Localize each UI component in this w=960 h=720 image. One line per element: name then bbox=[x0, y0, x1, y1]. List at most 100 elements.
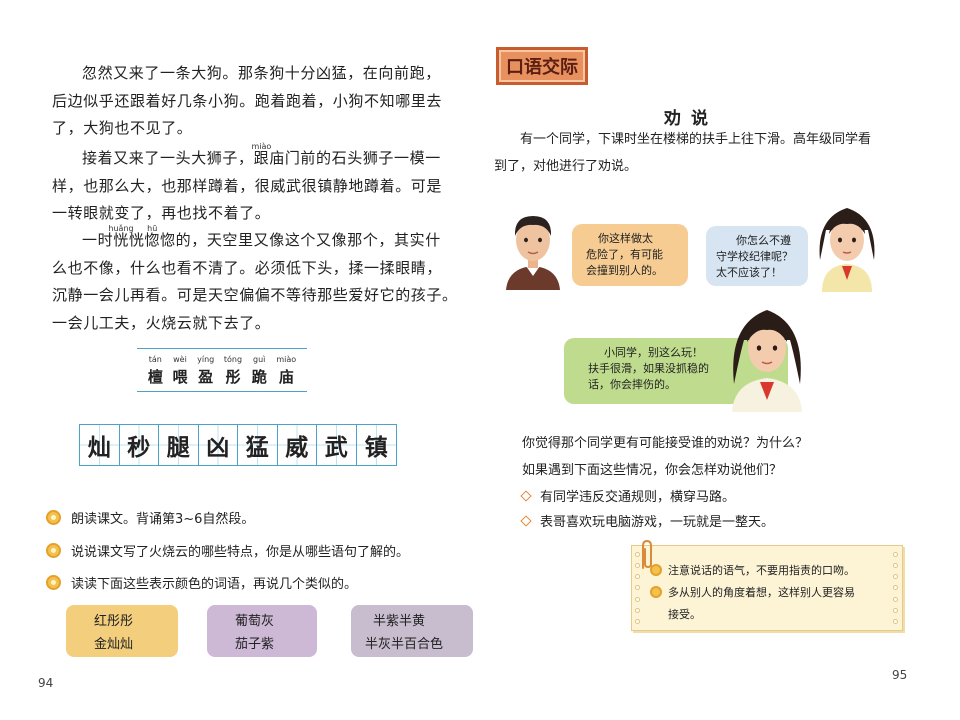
vocab-item: tán 檀 bbox=[148, 355, 163, 387]
bullet-icon bbox=[650, 564, 662, 576]
vocab-item: yíng 盈 bbox=[197, 355, 214, 387]
writing-char: 武 bbox=[317, 425, 357, 465]
task-text: 读读下面这些表示颜色的词语，再说几个类似的。 bbox=[71, 577, 358, 592]
bubble-line: 你怎么不遵 bbox=[736, 234, 791, 247]
vocab-pinyin: guì bbox=[253, 355, 266, 364]
diamond-icon bbox=[520, 489, 532, 502]
vocab-char: 庙 bbox=[278, 368, 294, 386]
option-text: 有同学违反交通规则，横穿马路。 bbox=[540, 490, 736, 505]
tip-item: 注意说话的语气，不要用指责的口吻。 bbox=[650, 562, 855, 578]
paperclip-icon bbox=[642, 539, 652, 569]
lesson-title: 劝说 bbox=[664, 109, 718, 129]
tip-note: 注意说话的语气，不要用指责的口吻。 多从别人的角度着想，这样别人更容易 接受。 bbox=[631, 545, 903, 631]
color-word: 半灰半百合色 bbox=[365, 637, 444, 652]
vocab-char: 檀 bbox=[147, 368, 163, 386]
vocab-char: 盈 bbox=[198, 368, 214, 386]
text-fragment: 一时 bbox=[82, 231, 114, 249]
color-word: 金灿灿 bbox=[94, 637, 134, 652]
bullet-icon bbox=[46, 575, 61, 590]
bubble-line: 守学校纪律呢？ bbox=[716, 250, 793, 263]
text-line: 后边似乎还跟着好几条小狗。跑着跑着，小狗不知哪里去 bbox=[52, 91, 443, 110]
text-fragment: 庙门前的石头狮子一模一 bbox=[269, 149, 441, 167]
left-page: 忽然又来了一条大狗。那条狗十分凶猛，在向前跑， 后边似乎还跟着好几条小狗。跑着跑… bbox=[0, 0, 478, 720]
color-word: 半紫半黄 bbox=[373, 614, 426, 629]
right-page: 口语交际 劝说 有一个同学，下课时坐在楼梯的扶手上往下滑。高年级同学看 到了，对… bbox=[478, 0, 960, 720]
text-line: 有一个同学，下课时坐在楼梯的扶手上往下滑。高年级同学看 bbox=[520, 132, 872, 147]
speech-bubble: 你怎么不遵 守学校纪律呢？ 太不应该了！ bbox=[706, 226, 808, 286]
vocab-char: 彤 bbox=[225, 368, 241, 386]
text-line: 样，也那么大，也那样蹲着，很威武很镇静地蹲着。可是 bbox=[52, 176, 443, 195]
diamond-icon bbox=[520, 514, 532, 527]
tip-text: 多从别人的角度着想，这样别人更容易 bbox=[668, 586, 855, 599]
bubble-line: 扶手很滑，如果没抓稳的 bbox=[588, 362, 709, 375]
writing-char: 秒 bbox=[119, 425, 159, 465]
paragraph-3: 一时 huǎng 恍恍 hū 惚惚的，天空里又像这个又像那个，其实什 么也不像，什么也看… bbox=[52, 224, 470, 337]
vocab-item: wèi 喂 bbox=[172, 355, 187, 387]
paragraph-1: 忽然又来了一条大狗。那条狗十分凶猛，在向前跑， 后边似乎还跟着好几条小狗。跑着跑… bbox=[52, 60, 470, 143]
girl-illustration bbox=[819, 208, 875, 292]
vocab-pinyin: miào bbox=[276, 355, 297, 364]
option-item: 有同学违反交通规则，横穿马路。 bbox=[520, 486, 736, 505]
vocab-char: 喂 bbox=[172, 368, 188, 386]
ruby-char: miào 跟 bbox=[252, 142, 272, 173]
bubble-line: 危险了，有可能 bbox=[586, 248, 663, 261]
vocab-pinyin: yíng bbox=[197, 355, 215, 364]
text-line: 沉静一会儿再看。可是天空偏偏不等待那些爱好它的孩子。 bbox=[52, 286, 458, 304]
text-line: 到了，对他进行了劝说。 bbox=[494, 159, 638, 174]
text-fragment: 恍 bbox=[128, 231, 145, 249]
task-text: 朗读课文。背诵第3~6自然段。 bbox=[71, 512, 255, 527]
ruby-base: 跟 bbox=[253, 149, 270, 167]
tip-item: 接受。 bbox=[668, 606, 701, 622]
writing-char: 凶 bbox=[198, 425, 238, 465]
bubble-line: 你这样做太 bbox=[598, 232, 653, 245]
writing-char: 腿 bbox=[159, 425, 199, 465]
question: 如果遇到下面这些情况，你会怎样劝说他们？ bbox=[522, 463, 783, 478]
pinyin-annotation: hū bbox=[147, 224, 158, 233]
task-text: 说说课文写了火烧云的哪些特点，你是从哪些语句了解的。 bbox=[71, 545, 410, 560]
intro-paragraph: 有一个同学，下课时坐在楼梯的扶手上往下滑。高年级同学看 到了，对他进行了劝说。 bbox=[494, 126, 952, 180]
text-line: 一会儿工夫，火烧云就下去了。 bbox=[52, 313, 271, 332]
pinyin-annotation: huǎng bbox=[108, 224, 134, 233]
ruby-char: huǎng 恍 bbox=[108, 224, 133, 255]
option-item: 表哥喜欢玩电脑游戏，一玩就是一整天。 bbox=[520, 511, 775, 530]
pinyin-annotation: miào bbox=[251, 142, 272, 151]
speech-bubble: 你这样做太 危险了，有可能 会撞到别人的。 bbox=[572, 224, 688, 286]
text-fragment: 惚的，天空里又像这个又像那个，其实什 bbox=[160, 231, 441, 249]
text-line: 么也不像，什么也看不清了。必须低下头，揉一揉眼睛， bbox=[52, 258, 443, 277]
page-number: 94 bbox=[38, 676, 54, 690]
boy-illustration bbox=[506, 216, 560, 290]
note-holes bbox=[893, 552, 899, 624]
bullet-icon bbox=[46, 543, 61, 558]
vocab-char: 跪 bbox=[251, 368, 267, 386]
note-holes bbox=[635, 552, 641, 624]
color-word-box: 红彤彤 金灿灿 bbox=[66, 605, 178, 657]
text-fragment: 接着又来了一头大狮子， bbox=[82, 149, 254, 167]
bubble-line: 太不应该了！ bbox=[716, 266, 782, 279]
older-girl-illustration bbox=[732, 310, 802, 412]
color-word: 茄子紫 bbox=[235, 637, 275, 652]
tip-text: 接受。 bbox=[668, 608, 701, 621]
color-word-box: 半紫半黄 半灰半百合色 bbox=[351, 605, 473, 657]
vocab-item: guì 跪 bbox=[252, 355, 267, 387]
page-number: 95 bbox=[892, 668, 908, 682]
vocab-strip: tán 檀 wèi 喂 yíng 盈 tóng 彤 guì 跪 miào 庙 bbox=[137, 348, 307, 392]
vocab-item: tóng 彤 bbox=[224, 355, 242, 387]
writing-char: 猛 bbox=[238, 425, 278, 465]
option-text: 表哥喜欢玩电脑游戏，一玩就是一整天。 bbox=[540, 515, 775, 530]
ruby-base: 惚 bbox=[144, 231, 161, 249]
text-line: 了，大狗也不见了。 bbox=[52, 119, 193, 137]
text-line: 接着又来了一头大狮子， miào 跟庙门前的石头狮子一模一 bbox=[52, 142, 470, 173]
text-line: 一时 huǎng 恍恍 hū 惚惚的，天空里又像这个又像那个，其实什 bbox=[52, 224, 470, 255]
color-word-box: 葡萄灰 茄子紫 bbox=[207, 605, 317, 657]
vocab-pinyin: wèi bbox=[173, 355, 187, 364]
task-item: 朗读课文。背诵第3~6自然段。 bbox=[46, 508, 254, 527]
bubble-line: 小同学，别这么玩！ bbox=[604, 346, 703, 359]
question: 你觉得那个同学更有可能接受谁的劝说？为什么？ bbox=[522, 436, 809, 451]
ruby-char: hū 惚 bbox=[144, 224, 161, 255]
color-word: 葡萄灰 bbox=[235, 614, 275, 629]
tip-item: 多从别人的角度着想，这样别人更容易 bbox=[650, 584, 855, 600]
writing-char: 灿 bbox=[80, 425, 120, 465]
vocab-item: miào 庙 bbox=[276, 355, 296, 387]
bullet-icon bbox=[46, 510, 61, 525]
vocab-pinyin: tán bbox=[148, 355, 162, 364]
